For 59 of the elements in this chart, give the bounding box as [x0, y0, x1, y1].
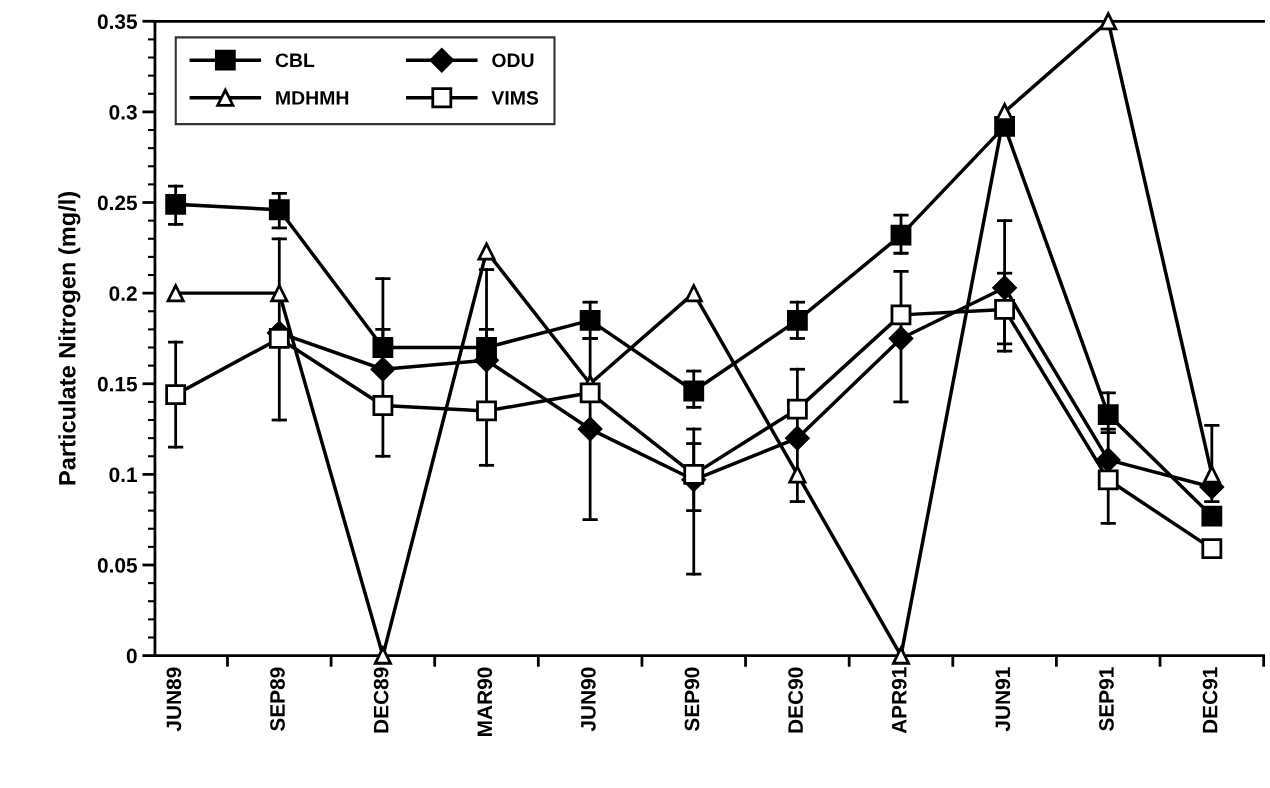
point	[166, 284, 185, 303]
point	[477, 242, 496, 261]
legend-label: MDHMH	[276, 91, 349, 105]
x-tick-label: JUN91	[995, 667, 1011, 732]
point	[270, 284, 289, 303]
y-tick-label: 0.1	[109, 467, 137, 483]
point	[373, 644, 393, 665]
legend-label: CBL	[275, 53, 315, 68]
point	[684, 284, 703, 303]
y-tick-label: 0.3	[109, 104, 137, 120]
point	[370, 357, 396, 382]
point	[577, 416, 603, 442]
y-tick-label: 0.05	[97, 558, 137, 573]
x-tick-label: DEC91	[1202, 667, 1218, 733]
point	[1201, 505, 1223, 527]
point	[579, 382, 601, 404]
x-tick-label: DEC90	[788, 667, 803, 733]
point	[372, 337, 394, 358]
point	[372, 395, 394, 416]
y-tick-label: 0.2	[109, 286, 137, 301]
point	[888, 326, 914, 351]
y-tick-label: 0.25	[97, 195, 137, 211]
x-tick-label: DEC89	[373, 667, 389, 733]
point	[992, 275, 1017, 300]
point	[165, 193, 187, 215]
point	[890, 304, 912, 326]
y-axis-title: Particulate Nitrogen (mg/l)	[58, 192, 81, 485]
point	[788, 465, 807, 484]
point	[683, 463, 705, 485]
point	[1099, 12, 1118, 31]
point	[1097, 469, 1119, 491]
point	[683, 380, 705, 402]
x-tick-label: JUN89	[166, 667, 182, 732]
point	[1097, 404, 1119, 425]
point	[786, 309, 808, 331]
x-tick-label: APR91	[891, 667, 907, 734]
point	[476, 400, 497, 422]
y-tick-label: 0	[126, 648, 137, 664]
point	[891, 646, 911, 665]
point	[268, 328, 290, 349]
legend-label: VIMS	[491, 90, 539, 105]
point	[995, 102, 1014, 121]
point	[165, 384, 187, 406]
point	[786, 398, 808, 420]
x-tick-label: SEP91	[1099, 667, 1114, 731]
x-tick-label: MAR90	[477, 667, 493, 736]
point	[1201, 538, 1223, 560]
y-tick-label: 0.15	[97, 376, 137, 392]
point	[890, 224, 912, 246]
point	[994, 299, 1016, 320]
point	[785, 425, 810, 451]
legend-label: ODU	[492, 53, 534, 68]
x-tick-label: SEP89	[270, 667, 285, 731]
point	[1202, 465, 1221, 484]
x-tick-label: SEP90	[684, 667, 700, 731]
x-tick-label: JUN90	[580, 667, 596, 732]
point	[268, 199, 290, 221]
point	[579, 309, 601, 331]
y-tick-label: 0.35	[97, 14, 137, 30]
